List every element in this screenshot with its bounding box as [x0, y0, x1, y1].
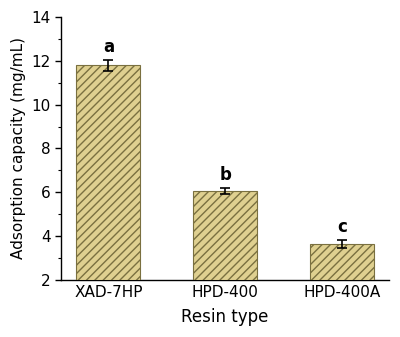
Bar [310, 244, 374, 280]
Bar [76, 65, 140, 280]
Bar [193, 191, 257, 280]
X-axis label: Resin type: Resin type [182, 308, 269, 326]
Text: b: b [219, 166, 231, 184]
Y-axis label: Adsorption capacity (mg/mL): Adsorption capacity (mg/mL) [11, 37, 26, 259]
Text: a: a [103, 38, 114, 56]
Text: c: c [337, 218, 347, 236]
